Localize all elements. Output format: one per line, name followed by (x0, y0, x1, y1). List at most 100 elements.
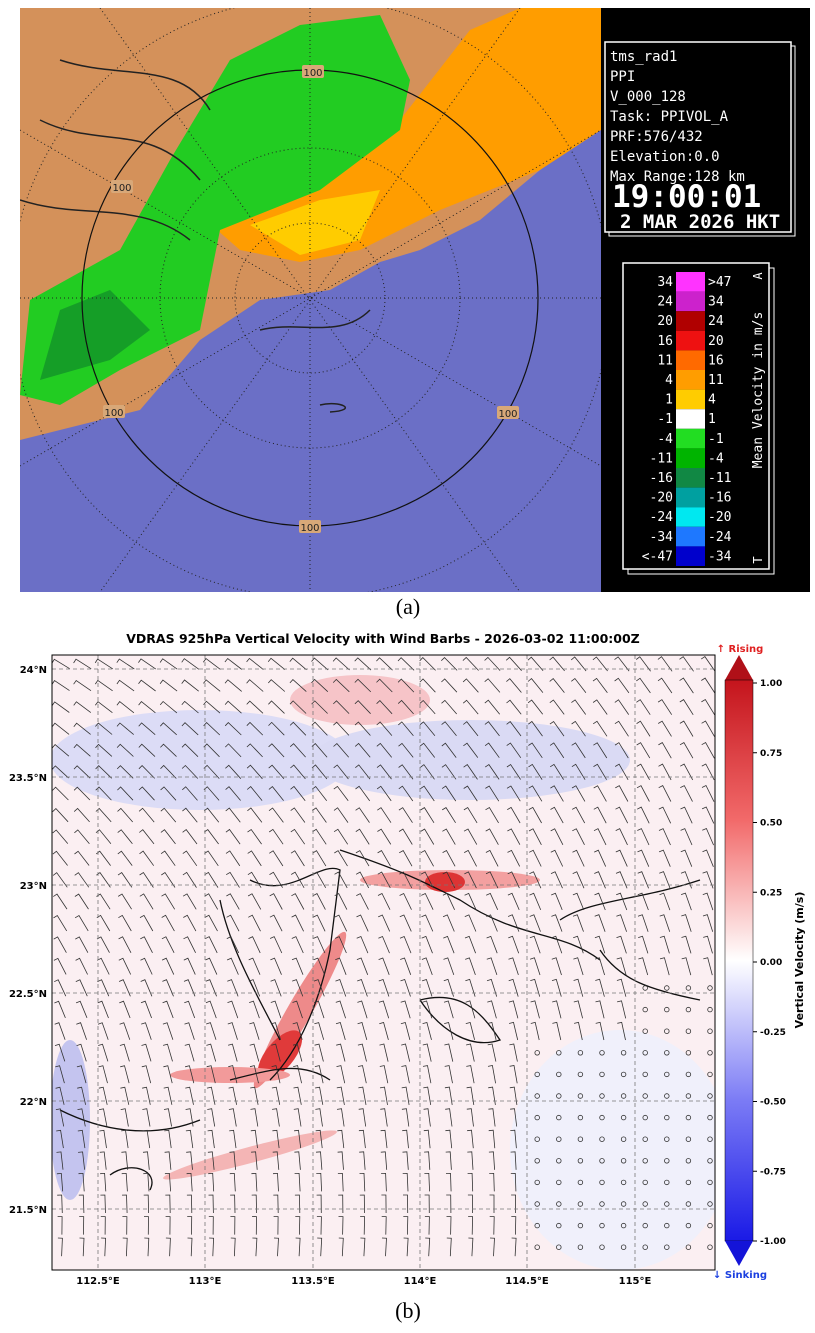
range-rings (20, 8, 601, 592)
wind-barb (247, 871, 262, 888)
wind-barb (507, 914, 520, 932)
wind-barb (507, 849, 521, 867)
wind-barb (487, 1065, 496, 1084)
wind-barb (511, 1216, 517, 1235)
wind-barb (354, 678, 372, 693)
wind-barb (400, 957, 412, 975)
calm-circle (556, 1222, 562, 1229)
wind-barb (356, 957, 369, 975)
wind-barb (251, 1172, 258, 1192)
wind-barb (486, 957, 498, 976)
wind-barb (270, 957, 282, 975)
wind-barb (312, 807, 327, 823)
wind-barb (701, 763, 715, 781)
wind-barb (272, 1172, 279, 1192)
colorbar-tick-label: 0.50 (760, 819, 782, 829)
wind-barb (570, 656, 587, 672)
wind-barb (228, 1108, 237, 1127)
wind-barb (376, 678, 393, 693)
wind-barb (163, 1086, 173, 1105)
wind-barb (572, 806, 586, 824)
calm-circle (642, 1006, 648, 1013)
wind-barb (594, 957, 605, 976)
legend-swatch (676, 311, 705, 331)
wind-barb (419, 678, 436, 693)
rising-streak (170, 1067, 290, 1083)
range-label: 100 (112, 183, 131, 194)
wind-barb (160, 786, 177, 801)
wind-barb (270, 1022, 281, 1040)
wind-barb (206, 1086, 216, 1105)
wind-barb (73, 743, 91, 757)
calm-circle (534, 1201, 540, 1207)
wind-barb (140, 936, 153, 953)
wind-barb (359, 1172, 366, 1192)
wind-barb (594, 935, 606, 954)
wind-barb (635, 656, 651, 672)
legend-to: -34 (708, 549, 732, 564)
elevation: Elevation:0.0 (610, 149, 720, 165)
wind-barb (680, 892, 692, 911)
calm-circle (685, 1093, 692, 1099)
wind-barb (380, 1129, 388, 1149)
wind-barb (507, 892, 520, 911)
wind-barb (247, 893, 262, 910)
wind-barb (445, 1129, 453, 1149)
wind-barb (420, 849, 434, 867)
wind-barb (593, 763, 607, 780)
wind-barb (161, 893, 176, 910)
wind-barb (528, 742, 543, 759)
wind-barb (401, 1108, 410, 1127)
wind-barb (381, 1216, 387, 1235)
wind-barb (290, 871, 305, 888)
wind-barb (422, 1000, 433, 1019)
wind-barb (529, 957, 541, 976)
wind-barb (702, 914, 714, 932)
wind-barb (376, 657, 393, 671)
wind-barb (527, 699, 544, 715)
rising-area (290, 675, 430, 725)
wind-barb (74, 872, 90, 888)
wind-barb (77, 1129, 86, 1149)
calm-circle (707, 985, 713, 991)
wind-barb (184, 1043, 195, 1062)
calm-circle (599, 1093, 605, 1099)
wind-barb (75, 1000, 88, 1019)
wind-barb (485, 806, 499, 824)
wind-barb (399, 892, 412, 910)
calm-circle (707, 1136, 713, 1142)
legend-to: >47 (708, 275, 731, 290)
legend-from: 34 (657, 275, 673, 290)
legend-swatch (676, 526, 705, 547)
calm-circle (556, 1179, 562, 1186)
wind-barb (595, 978, 605, 997)
legend-to: 16 (708, 353, 724, 368)
wind-barb (338, 1216, 344, 1235)
calm-circle (534, 1158, 540, 1164)
legend-from: -4 (657, 432, 673, 447)
wind-barb (52, 744, 70, 757)
calm-circle (620, 1201, 627, 1207)
wind-barb (230, 1216, 236, 1235)
wind-barb (592, 720, 608, 737)
wind-barb (161, 936, 175, 953)
wind-barb (187, 1216, 193, 1235)
wind-barb (422, 1065, 432, 1084)
lat-label: 23°N (20, 881, 47, 892)
legend-from: -16 (650, 471, 673, 486)
calm-circle (577, 1179, 584, 1186)
wind-barb (358, 1108, 367, 1127)
velocity-field (52, 655, 715, 1270)
wind-barb (183, 957, 196, 975)
wind-barb (57, 1194, 63, 1214)
wind-barb (530, 1021, 540, 1041)
wind-barb (680, 849, 693, 867)
wind-barb (160, 850, 176, 866)
wind-barb (443, 978, 454, 997)
calm-circle (685, 1114, 692, 1121)
wind-barb (205, 1000, 217, 1019)
wind-barb (419, 657, 436, 671)
wind-barb (333, 700, 350, 714)
colorbar-tick-label: -0.50 (760, 1098, 786, 1108)
wind-barb (208, 1216, 214, 1235)
